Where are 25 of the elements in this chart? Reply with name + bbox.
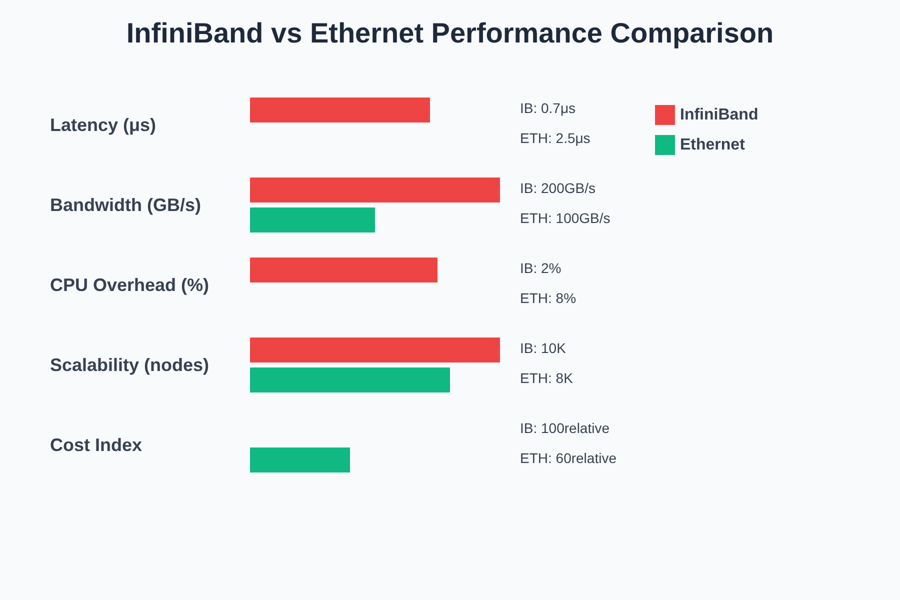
bar [250,98,430,122]
text: ETH: 60relative [520,450,617,466]
text: IB: 200GB/s [520,180,596,196]
legend-label: InfiniBand [680,106,758,124]
bar [250,368,450,392]
text: IB: 0.7μs [520,100,576,116]
y-tick-label: Scalability (nodes) [50,355,210,375]
bar [250,338,500,362]
y-tick-label: Latency (μs) [50,115,156,135]
text: IB: 10K [520,340,567,356]
bar [250,208,375,232]
text: ETH: 8% [520,290,576,306]
bar [250,178,500,202]
chart-title: InfiniBand vs Ethernet Performance Comparison [126,18,774,48]
legend-label: Ethernet [680,136,746,154]
text: ETH: 2.5μs [520,130,590,146]
text: IB: 2% [520,260,562,276]
text: ETH: 100GB/s [520,210,610,226]
y-tick-label: Bandwidth (GB/s) [50,195,201,215]
y-tick-label: CPU Overhead (%) [50,275,210,295]
text: ETH: 8K [520,370,574,386]
bar [250,448,350,472]
y-tick-label: Cost Index [50,435,142,455]
text: IB: 100relative [520,420,610,436]
bar [250,258,438,282]
